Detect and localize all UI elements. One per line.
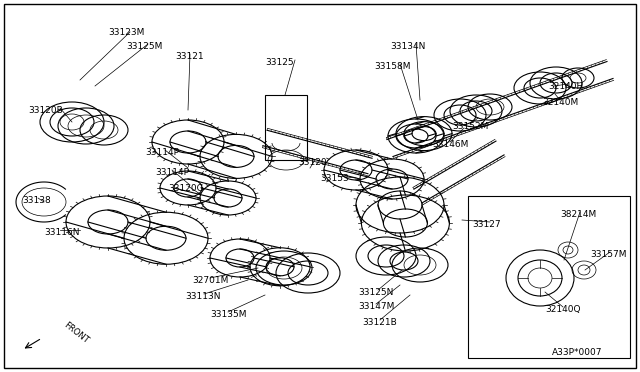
Text: 33116N: 33116N — [44, 228, 79, 237]
Text: 33113N: 33113N — [185, 292, 221, 301]
Text: A33P*0007: A33P*0007 — [552, 348, 602, 357]
Text: 33114P: 33114P — [155, 168, 189, 177]
Text: 32140M: 32140M — [542, 98, 579, 107]
Text: 33125: 33125 — [265, 58, 294, 67]
Text: 32140H: 32140H — [548, 82, 583, 91]
Text: 33114P: 33114P — [145, 148, 179, 157]
Bar — [468, 196, 630, 358]
Text: 33120B: 33120B — [28, 106, 63, 115]
Text: 33127: 33127 — [472, 220, 500, 229]
Text: 32701M: 32701M — [192, 276, 228, 285]
Text: 33146M: 33146M — [432, 140, 468, 149]
Text: 33152M: 33152M — [452, 122, 488, 131]
Text: 33125N: 33125N — [358, 288, 394, 297]
Text: 33138: 33138 — [22, 196, 51, 205]
Text: 32140Q: 32140Q — [545, 305, 580, 314]
Text: FRONT: FRONT — [62, 320, 90, 345]
Text: 33123M: 33123M — [108, 28, 145, 37]
Text: 33153: 33153 — [320, 174, 349, 183]
Text: 33121: 33121 — [175, 52, 204, 61]
Text: 33157M: 33157M — [590, 250, 627, 259]
Text: 33158M: 33158M — [374, 62, 410, 71]
Text: 33125M: 33125M — [126, 42, 163, 51]
Text: 33134N: 33134N — [390, 42, 426, 51]
Bar — [265, 95, 307, 160]
Text: 33121B: 33121B — [362, 318, 397, 327]
Text: 33120G: 33120G — [168, 184, 204, 193]
Text: 33120: 33120 — [298, 158, 326, 167]
Text: 33147M: 33147M — [358, 302, 394, 311]
Text: 33135M: 33135M — [210, 310, 246, 319]
Text: 38214M: 38214M — [560, 210, 596, 219]
